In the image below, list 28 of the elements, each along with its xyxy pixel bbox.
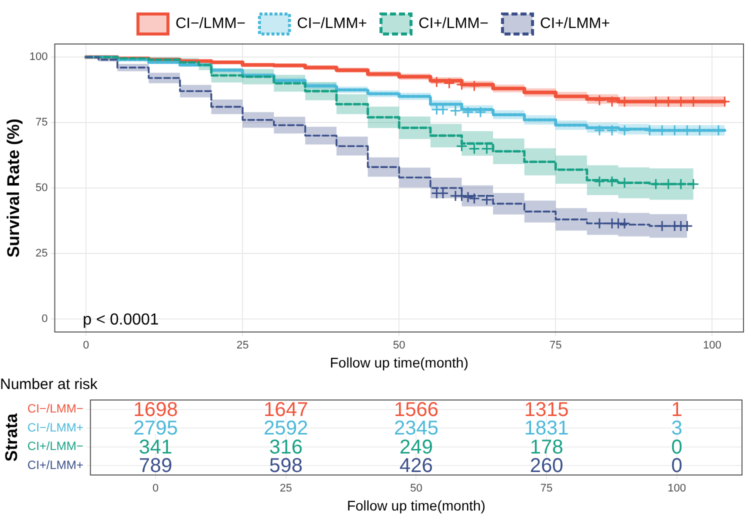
x-tick-label: 0 xyxy=(152,482,159,495)
x-tick-label: 100 xyxy=(668,482,686,495)
x-tick-label: 25 xyxy=(236,340,249,352)
x-tick-label: 25 xyxy=(280,482,292,495)
legend-label: CI+/LMM+ xyxy=(540,15,610,32)
x-tick-label: 75 xyxy=(550,340,562,352)
y-tick-label: 0 xyxy=(42,312,48,325)
y-tick-label: CI−/LMM+ xyxy=(27,420,84,434)
y-axis-title: Survival Rate (%) xyxy=(4,118,23,258)
legend-label: CI−/LMM− xyxy=(175,15,246,32)
legend-label: CI+/LMM− xyxy=(418,15,489,32)
x-axis-title: Follow up time(month) xyxy=(346,497,486,514)
annotation: p < 0.0001 xyxy=(82,311,159,328)
y-tick-label: 100 xyxy=(29,51,48,64)
x-tick-label: 75 xyxy=(540,482,553,495)
y-tick-label: CI−/LMM− xyxy=(27,402,84,416)
y-axis-title: Strata xyxy=(2,412,21,462)
x-tick-label: 50 xyxy=(410,482,422,495)
y-tick-label: 75 xyxy=(36,116,48,129)
chart-title: Number at risk xyxy=(0,376,98,394)
x-tick-label: 50 xyxy=(393,340,406,352)
y-tick-label: 50 xyxy=(36,182,48,194)
y-tick-label: CI+/LMM+ xyxy=(27,458,84,472)
y-tick-label: CI+/LMM− xyxy=(27,439,84,454)
x-tick-label: 100 xyxy=(703,340,722,352)
x-axis-title: Follow up time(month) xyxy=(330,354,468,370)
y-tick-label: 25 xyxy=(36,247,48,260)
legend-label: CI−/LMM+ xyxy=(296,15,368,32)
